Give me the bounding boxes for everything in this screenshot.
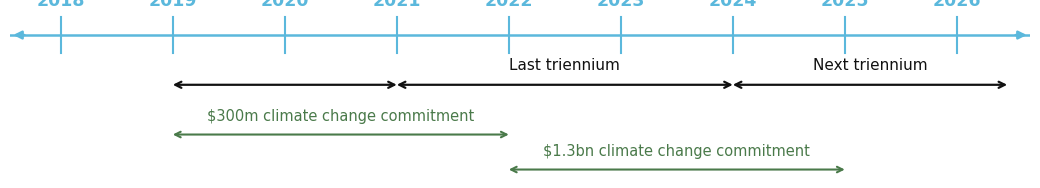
Text: 2025: 2025 [821, 0, 869, 10]
Text: Last triennium: Last triennium [510, 58, 620, 73]
Text: 2022: 2022 [485, 0, 534, 10]
Text: 2021: 2021 [372, 0, 421, 10]
Text: 2020: 2020 [261, 0, 309, 10]
Text: Next triennium: Next triennium [812, 58, 928, 73]
Text: $300m climate change commitment: $300m climate change commitment [207, 109, 474, 124]
Text: $1.3bn climate change commitment: $1.3bn climate change commitment [543, 144, 810, 159]
Text: 2023: 2023 [597, 0, 645, 10]
Text: 2026: 2026 [933, 0, 981, 10]
Text: 2018: 2018 [36, 0, 85, 10]
Text: 2024: 2024 [708, 0, 757, 10]
Text: 2019: 2019 [149, 0, 197, 10]
